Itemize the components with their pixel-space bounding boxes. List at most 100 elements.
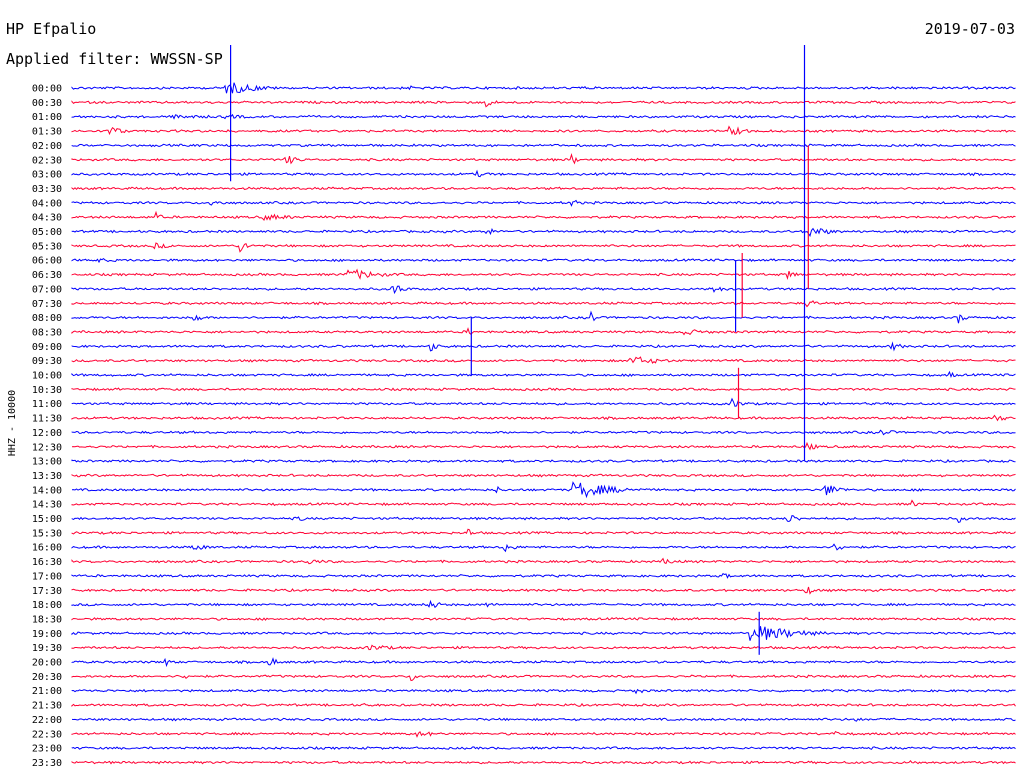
filter-label: Applied filter: WWSSN-SP <box>6 50 223 68</box>
trace-row-2000 <box>71 657 1016 668</box>
trace-row-2230 <box>71 730 1016 738</box>
row-time-label: 01:30 <box>32 127 62 138</box>
row-time-label: 09:00 <box>32 342 62 353</box>
trace-row-1500 <box>71 514 1016 523</box>
row-time-label: 16:30 <box>32 557 62 568</box>
trace-row-1200 <box>71 429 1016 436</box>
row-time-label: 13:30 <box>32 471 62 482</box>
trace-row-0430 <box>71 210 1016 222</box>
row-time-label: 16:00 <box>32 543 62 554</box>
row-time-label: 22:30 <box>32 729 62 740</box>
trace-row-2300 <box>71 746 1016 751</box>
row-time-label: 22:00 <box>32 715 62 726</box>
y-axis-label-group: HHZ - 10000 <box>7 390 18 456</box>
trace-row-0000 <box>71 82 1016 94</box>
row-time-label: 01:00 <box>32 112 62 123</box>
trace-row-0330 <box>71 186 1016 191</box>
trace-row-0600 <box>71 257 1016 264</box>
trace-row-0300 <box>71 169 1016 178</box>
trace-row-0930 <box>71 356 1016 364</box>
row-time-label: 03:30 <box>32 184 62 195</box>
row-time-label: 02:00 <box>32 141 62 152</box>
row-time-label: 09:30 <box>32 356 62 367</box>
row-time-label: 20:00 <box>32 658 62 669</box>
row-time-label: 05:00 <box>32 227 62 238</box>
row-time-label: 23:00 <box>32 744 62 755</box>
row-time-label: 00:00 <box>32 84 62 95</box>
row-time-label: 21:00 <box>32 686 62 697</box>
row-time-label: 04:30 <box>32 213 62 224</box>
row-time-label: 06:30 <box>32 270 62 281</box>
row-time-label: 06:00 <box>32 256 62 267</box>
row-time-label: 00:30 <box>32 98 62 109</box>
trace-row-1630 <box>71 557 1016 565</box>
trace-row-1430 <box>71 499 1016 507</box>
row-time-label: 19:00 <box>32 629 62 640</box>
row-time-label: 08:00 <box>32 313 62 324</box>
trace-row-0400 <box>71 199 1016 207</box>
trace-row-1930 <box>71 644 1016 651</box>
row-time-label: 03:00 <box>32 170 62 181</box>
row-time-label: 18:00 <box>32 600 62 611</box>
trace-row-0730 <box>71 300 1016 308</box>
row-time-label: 10:30 <box>32 385 62 396</box>
trace-row-0530 <box>71 242 1016 253</box>
trace-row-1130 <box>71 414 1016 422</box>
trace-row-0630 <box>71 268 1016 280</box>
row-time-label: 14:30 <box>32 500 62 511</box>
row-time-label: 02:30 <box>32 155 62 166</box>
trace-row-1530 <box>71 528 1016 536</box>
trace-row-2030 <box>71 674 1016 682</box>
trace-row-1830 <box>71 616 1016 621</box>
seismic-traces <box>71 45 1016 765</box>
trace-row-2330 <box>71 760 1016 765</box>
trace-row-0700 <box>71 285 1016 295</box>
row-time-label: 23:30 <box>32 758 62 769</box>
trace-row-1330 <box>71 473 1016 478</box>
row-time-label: 21:30 <box>32 701 62 712</box>
row-time-label: 11:00 <box>32 399 62 410</box>
row-time-label: 20:30 <box>32 672 62 683</box>
y-axis-label: HHZ - 10000 <box>7 390 18 456</box>
row-labels: 00:00 00:30 01:00 01:30 02:00 02:30 03:00 03:30… <box>32 84 62 769</box>
trace-row-1400 <box>71 481 1016 499</box>
station-name: HP Efpalio <box>6 20 97 38</box>
trace-row-0100 <box>71 113 1016 120</box>
trace-row-0800 <box>71 310 1016 324</box>
row-time-label: 15:30 <box>32 528 62 539</box>
row-time-label: 19:30 <box>32 643 62 654</box>
trace-row-1700 <box>71 573 1016 579</box>
trace-row-1730 <box>71 586 1016 595</box>
trace-row-1100 <box>71 397 1016 407</box>
trace-row-2130 <box>71 702 1016 707</box>
record-date: 2019-07-03 <box>924 20 1015 38</box>
row-time-label: 08:30 <box>32 327 62 338</box>
trace-row-1800 <box>71 599 1016 609</box>
trace-row-0500 <box>71 227 1016 237</box>
row-time-label: 17:00 <box>32 571 62 582</box>
row-time-label: 12:30 <box>32 442 62 453</box>
row-time-label: 12:00 <box>32 428 62 439</box>
trace-row-0900 <box>71 341 1016 352</box>
trace-row-0230 <box>71 153 1016 165</box>
row-time-label: 17:30 <box>32 586 62 597</box>
row-time-label: 07:30 <box>32 299 62 310</box>
trace-row-1030 <box>71 387 1016 392</box>
trace-row-0830 <box>71 327 1016 336</box>
row-time-label: 14:00 <box>32 485 62 496</box>
row-time-label: 15:00 <box>32 514 62 525</box>
trace-row-1230 <box>71 441 1016 451</box>
trace-row-1300 <box>71 459 1016 464</box>
trace-row-2100 <box>71 688 1016 695</box>
row-time-label: 18:30 <box>32 614 62 625</box>
trace-row-1600 <box>71 543 1016 553</box>
trace-row-1900 <box>71 626 1016 641</box>
row-time-label: 13:00 <box>32 457 62 468</box>
trace-row-1000 <box>71 370 1016 379</box>
row-time-label: 04:00 <box>32 198 62 209</box>
trace-row-0030 <box>71 100 1016 108</box>
row-time-label: 11:30 <box>32 414 62 425</box>
trace-row-0200 <box>71 143 1016 148</box>
row-time-label: 10:00 <box>32 371 62 382</box>
